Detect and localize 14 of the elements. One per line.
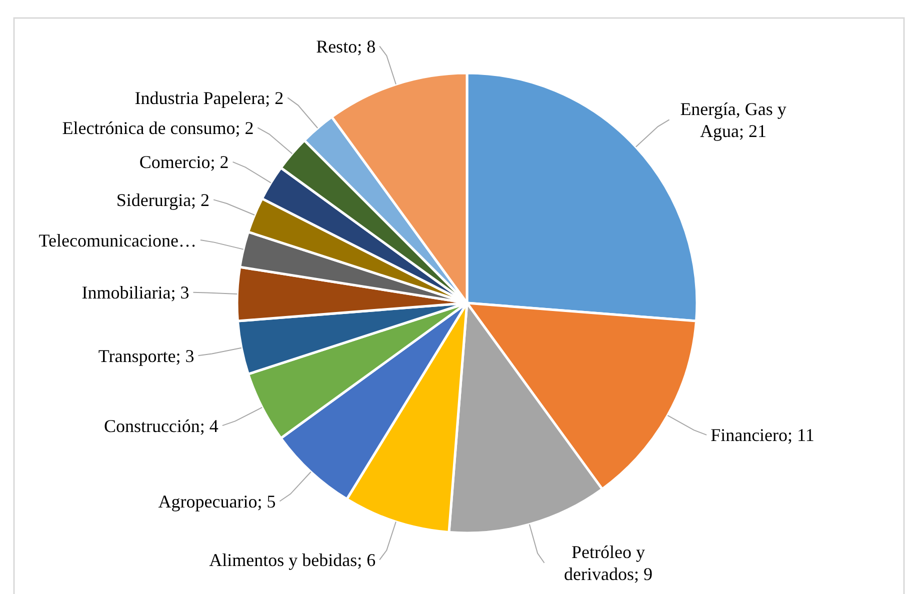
slice-label: Construcción; 4 [104, 416, 218, 436]
slice-label: Resto; 8 [316, 36, 376, 57]
slice-label: Financiero; 11 [710, 425, 814, 446]
slice-label: Energía, Gas y Agua; 21 [680, 99, 786, 142]
slice-label: Petróleo y derivados; 9 [564, 542, 653, 584]
slice-label: Agropecuario; 5 [158, 492, 276, 512]
slice-label: Electrónica de consumo; 2 [62, 118, 254, 138]
slice-label: Alimentos y bebidas; 6 [209, 550, 376, 570]
slice-label: Transporte; 3 [98, 346, 194, 366]
slice-label: Siderurgia; 2 [116, 190, 210, 210]
slice-label: Industria Papelera; 2 [134, 88, 284, 108]
slice-label: Comercio; 2 [139, 152, 229, 172]
slice-label: Inmobiliaria; 3 [82, 282, 190, 303]
slice-label: Telecomunicacione… [38, 230, 196, 250]
